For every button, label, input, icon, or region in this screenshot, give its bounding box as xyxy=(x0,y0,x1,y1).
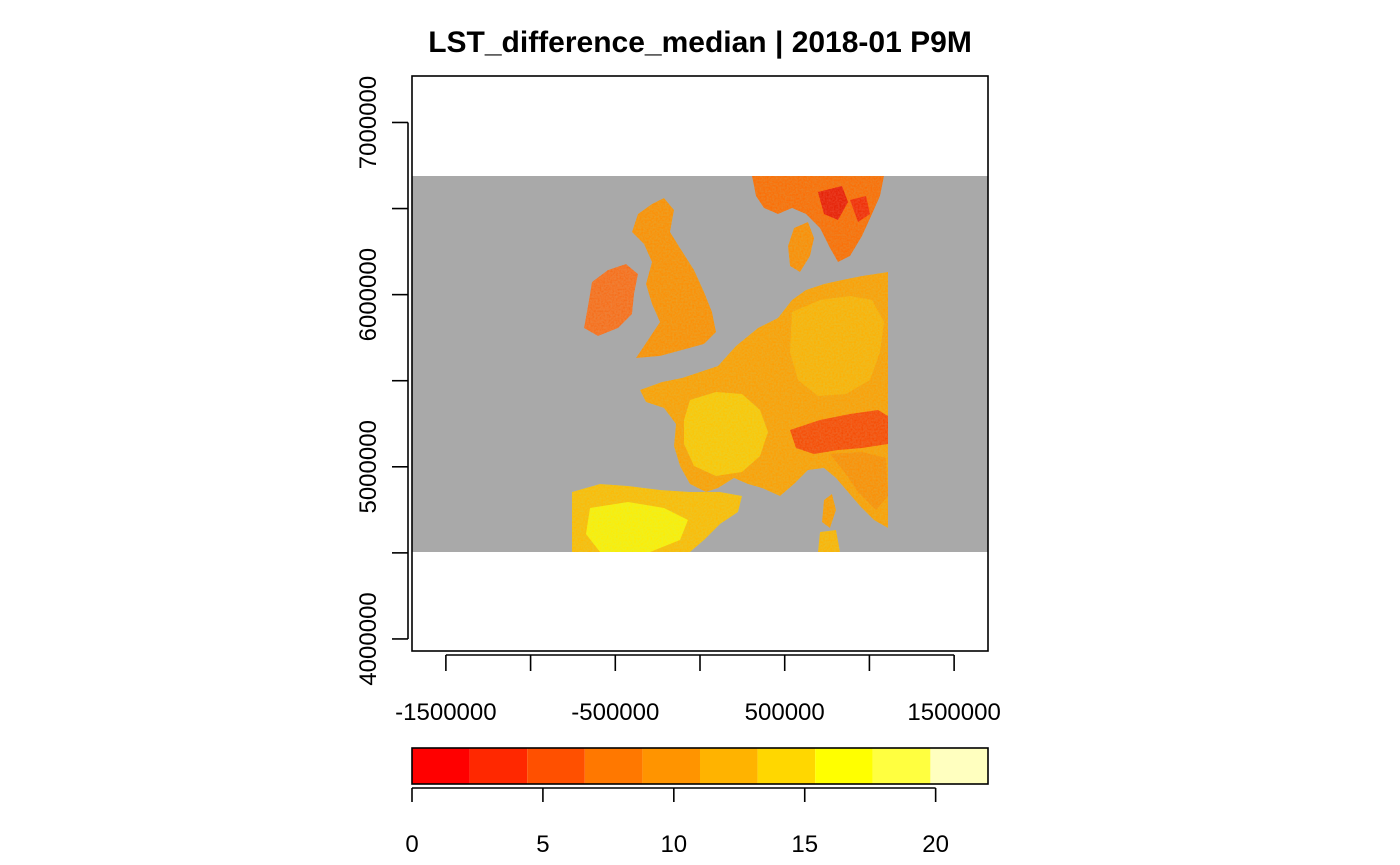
plot-frame xyxy=(411,75,989,652)
legend-bin xyxy=(700,748,758,784)
y-tick-label: 4000000 xyxy=(355,592,382,685)
y-tick-label: 5000000 xyxy=(355,420,382,513)
legend-bins xyxy=(412,748,988,784)
no-data-band xyxy=(412,176,988,552)
legend-axis: 0 5 10 15 20 xyxy=(405,787,949,858)
legend-tick-label: 10 xyxy=(660,831,687,858)
region-sardinia xyxy=(818,530,840,552)
legend-bin xyxy=(584,748,643,784)
y-axis: 4000000 5000000 6000000 7000000 xyxy=(355,76,409,686)
color-legend: 0 5 10 15 20 xyxy=(405,747,989,858)
region-denmark xyxy=(788,222,814,272)
x-tick-label: 1500000 xyxy=(907,699,1000,726)
region-corsica xyxy=(822,494,836,528)
region-ireland xyxy=(584,264,638,336)
x-tick-label: -500000 xyxy=(571,699,659,726)
legend-bin xyxy=(469,748,528,784)
land-raster xyxy=(572,176,888,552)
region-great-britain xyxy=(632,198,716,358)
x-tick-label: 500000 xyxy=(745,699,825,726)
legend-frame xyxy=(411,747,989,785)
legend-tick-label: 0 xyxy=(405,831,418,858)
map-title: LST_difference_median | 2018-01 P9M xyxy=(428,26,972,59)
y-tick-label: 7000000 xyxy=(355,76,382,169)
legend-bin xyxy=(757,748,816,784)
legend-bin xyxy=(527,748,585,784)
legend-bin xyxy=(872,748,931,784)
region-germany xyxy=(790,296,884,396)
region-scandinavia-cold xyxy=(818,186,848,220)
region-scandinavia xyxy=(752,176,884,262)
region-italy-north xyxy=(830,452,888,510)
legend-bin xyxy=(815,748,873,784)
region-iberia-hot xyxy=(586,502,688,552)
region-alps xyxy=(790,410,888,454)
legend-tick-label: 15 xyxy=(791,831,818,858)
map-panel xyxy=(411,75,989,652)
legend-tick-label: 20 xyxy=(922,831,949,858)
x-axis: -1500000 -500000 500000 1500000 xyxy=(395,654,1001,726)
x-tick-label: -1500000 xyxy=(395,699,496,726)
legend-bin xyxy=(930,748,988,784)
region-france-interior xyxy=(684,392,768,476)
legend-bin xyxy=(642,748,700,784)
legend-bin xyxy=(412,748,470,784)
region-scandinavia-cold-2 xyxy=(850,196,870,222)
y-tick-label: 6000000 xyxy=(355,248,382,341)
legend-tick-label: 5 xyxy=(536,831,549,858)
